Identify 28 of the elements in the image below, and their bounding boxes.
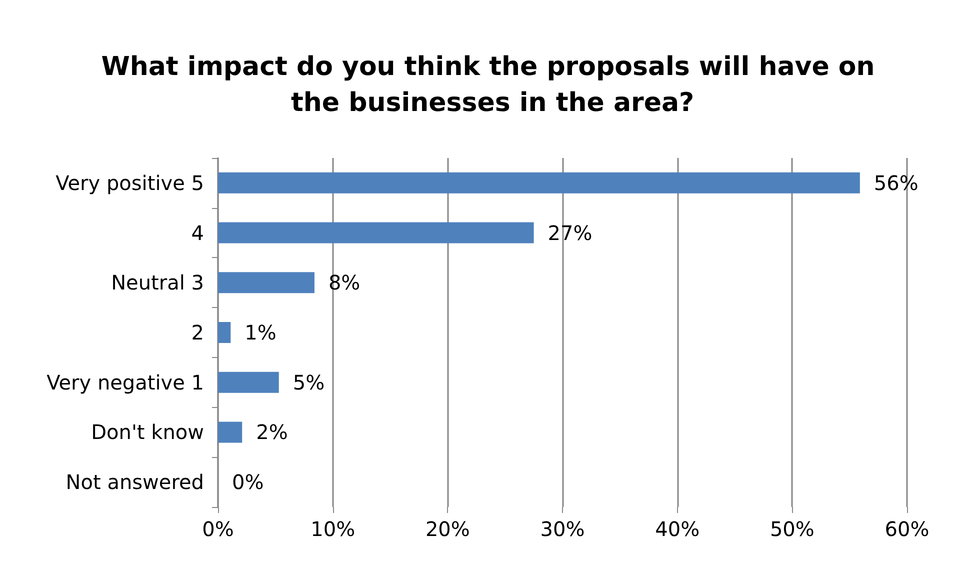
bar <box>218 322 231 343</box>
bar <box>218 372 279 393</box>
y-tick-label: Not answered <box>66 470 204 494</box>
y-tick-label: Very negative 1 <box>46 370 204 394</box>
y-tick-label: Very positive 5 <box>56 170 204 195</box>
x-tick-label: 30% <box>540 517 585 541</box>
data-label: 8% <box>328 270 360 295</box>
bar <box>218 272 314 294</box>
x-tick-label: 40% <box>655 517 700 541</box>
data-label: 56% <box>874 170 918 195</box>
bar <box>218 172 860 194</box>
data-label: 2% <box>256 420 288 444</box>
data-label: 5% <box>292 370 325 394</box>
bar <box>218 222 534 244</box>
x-tick-label: 50% <box>770 517 814 541</box>
x-tick-label: 60% <box>884 517 930 541</box>
bar <box>218 422 242 443</box>
y-tick-label: Don't know <box>91 420 204 444</box>
x-tick-label: 0% <box>202 517 234 541</box>
chart-title: What impact do you think the proposals will have on the businesses in the area? <box>101 52 875 118</box>
x-tick-label: 10% <box>310 517 356 541</box>
y-tick-label: Neutral 3 <box>111 270 204 295</box>
data-label: 1% <box>244 320 276 344</box>
data-label: 27% <box>548 220 592 245</box>
y-tick-label: 4 <box>191 220 204 245</box>
x-tick-label: 20% <box>425 517 470 541</box>
y-tick-label: 2 <box>191 320 204 344</box>
data-label: 0% <box>232 470 264 494</box>
